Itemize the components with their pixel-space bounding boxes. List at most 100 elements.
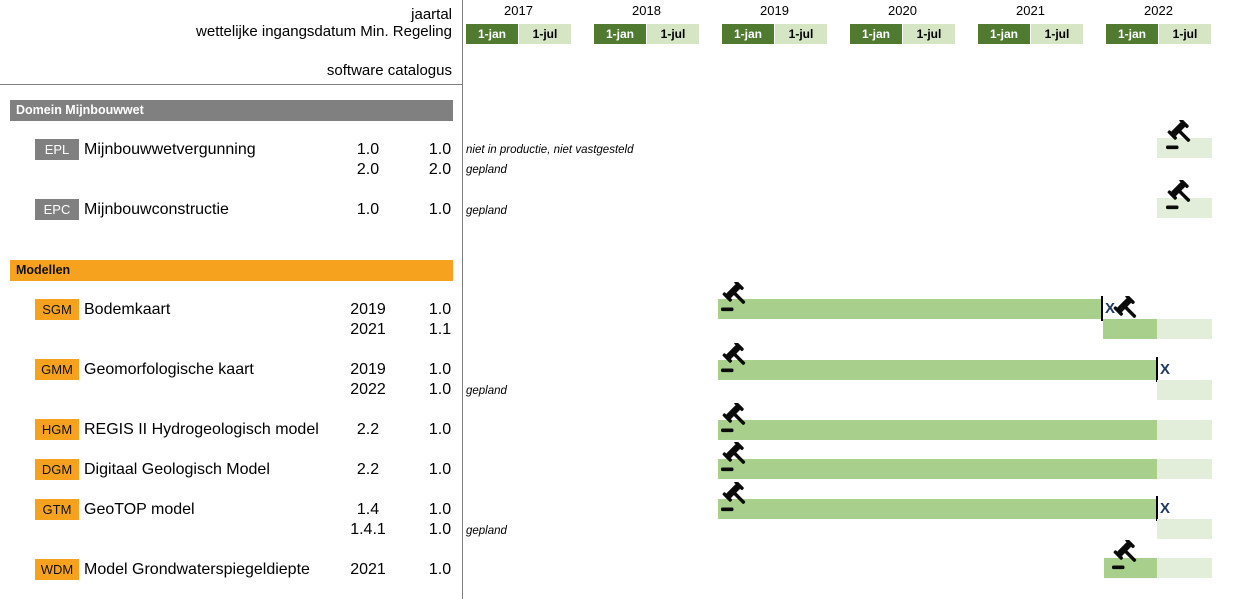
timeline-bar-gtm-v2-planned xyxy=(1157,519,1212,539)
header-jaartal-label: jaartal xyxy=(411,6,452,23)
row-label-wdm: Model Grondwaterspiegeldiepte xyxy=(84,561,310,578)
version-cell: 1.0 xyxy=(428,421,452,438)
timeline-bar-gmm-v2-planned xyxy=(1157,380,1212,400)
gavel-icon xyxy=(1110,540,1144,571)
row-label-sgm: Bodemkaart xyxy=(84,301,171,318)
year-label: 2018 xyxy=(632,3,661,18)
gavel-icon xyxy=(719,403,753,434)
version-cell: 1.0 xyxy=(428,301,452,318)
status-note: gepland xyxy=(466,525,507,537)
row-label-epl: Mijnbouwwetvergunning xyxy=(84,141,256,158)
version-cell: 2019 xyxy=(350,301,386,318)
year-group-2017: 2017 1-jan 1-jul xyxy=(466,0,571,46)
row-code-dgm: DGM xyxy=(35,459,79,480)
vertical-divider xyxy=(462,0,463,599)
year-group-2020: 2020 1-jan 1-jul xyxy=(850,0,955,46)
year-group-2022: 2022 1-jan 1-jul xyxy=(1106,0,1211,46)
timeline-bar-epl-planned xyxy=(1157,138,1212,158)
header-regeling-label: wettelijke ingangsdatum Min. Regeling xyxy=(196,23,452,40)
version-cell: 1.0 xyxy=(428,201,452,218)
version-cell: 1.0 xyxy=(428,141,452,158)
halfyear-cell-jul: 1-jul xyxy=(1159,24,1211,44)
row-label-hgm: REGIS II Hydrogeologisch model xyxy=(84,421,319,438)
gavel-icon xyxy=(1164,180,1198,211)
halfyear-cell-jan: 1-jan xyxy=(978,24,1030,44)
version-cell: 1.0 xyxy=(428,381,452,398)
halfyear-cell-jul: 1-jul xyxy=(903,24,955,44)
version-cell: 1.1 xyxy=(428,321,452,338)
end-marker-x: X xyxy=(1160,361,1171,378)
status-note: gepland xyxy=(466,385,507,397)
year-label: 2019 xyxy=(760,3,789,18)
gavel-icon xyxy=(719,482,753,513)
version-cell: 2.0 xyxy=(428,161,452,178)
status-note: gepland xyxy=(466,164,507,176)
section-header-mijnbouwwet: Domein Mijnbouwwet xyxy=(10,100,453,121)
year-group-2019: 2019 1-jan 1-jul xyxy=(722,0,827,46)
gavel-icon xyxy=(719,282,753,313)
row-label-gmm: Geomorfologische kaart xyxy=(84,361,254,378)
row-code-gtm: GTM xyxy=(35,499,79,520)
timeline-bar-gmm-v1 xyxy=(718,360,1157,380)
year-group-2018: 2018 1-jan 1-jul xyxy=(594,0,699,46)
row-label-epc: Mijnbouwconstructie xyxy=(84,201,229,218)
row-code-epl: EPL xyxy=(35,139,79,160)
halfyear-cell-jul: 1-jul xyxy=(647,24,699,44)
version-cell: 1.0 xyxy=(428,361,452,378)
version-cell: 1.0 xyxy=(428,521,452,538)
row-code-sgm: SGM xyxy=(35,299,79,320)
halfyear-cell-jul: 1-jul xyxy=(775,24,827,44)
end-marker-x: X xyxy=(1160,500,1171,517)
halfyear-cell-jan: 1-jan xyxy=(722,24,774,44)
gavel-icon xyxy=(1164,120,1198,151)
version-cell: 2.2 xyxy=(356,461,380,478)
gavel-icon xyxy=(719,442,753,473)
version-cell: 1.4 xyxy=(356,501,380,518)
section-header-modellen: Modellen xyxy=(10,260,453,281)
year-label: 2020 xyxy=(888,3,917,18)
header-catalogus-label: software catalogus xyxy=(326,62,452,79)
version-cell: 2021 xyxy=(350,321,386,338)
row-code-wdm: WDM xyxy=(35,559,79,580)
year-group-2021: 2021 1-jan 1-jul xyxy=(978,0,1083,46)
bar-end-line xyxy=(1156,496,1158,521)
halfyear-cell-jul: 1-jul xyxy=(1031,24,1083,44)
version-cell: 1.0 xyxy=(428,501,452,518)
status-note: niet in productie, niet vastgesteld xyxy=(466,144,634,156)
end-marker-x: X xyxy=(1105,300,1116,317)
gavel-icon xyxy=(719,343,753,374)
bar-end-line xyxy=(1156,357,1158,382)
year-label: 2021 xyxy=(1016,3,1045,18)
horizontal-divider xyxy=(0,84,463,85)
year-label: 2022 xyxy=(1144,3,1173,18)
row-label-dgm: Digitaal Geologisch Model xyxy=(84,461,270,478)
halfyear-cell-jan: 1-jan xyxy=(466,24,518,44)
halfyear-cell-jan: 1-jan xyxy=(1106,24,1158,44)
row-label-gtm: GeoTOP model xyxy=(84,501,195,518)
timeline-bar-epc-planned xyxy=(1157,198,1212,218)
version-cell: 1.0 xyxy=(356,141,380,158)
row-code-epc: EPC xyxy=(35,199,79,220)
timeline-bar-hgm-active xyxy=(718,420,1157,440)
timeline-bar-sgm-v2-planned xyxy=(1157,319,1212,339)
version-cell: 2021 xyxy=(350,561,386,578)
timeline-bar-wdm-active xyxy=(1104,558,1157,578)
timeline-bar-sgm-v1 xyxy=(718,299,1102,319)
version-cell: 2.0 xyxy=(356,161,380,178)
timeline-bar-sgm-v2-active xyxy=(1103,319,1157,339)
year-label: 2017 xyxy=(504,3,533,18)
version-cell: 1.0 xyxy=(428,461,452,478)
version-cell: 1.0 xyxy=(356,201,380,218)
halfyear-cell-jan: 1-jan xyxy=(850,24,902,44)
version-cell: 2022 xyxy=(350,381,386,398)
timeline-bar-dgm-active xyxy=(718,459,1157,479)
bar-end-line xyxy=(1101,296,1103,321)
row-code-hgm: HGM xyxy=(35,419,79,440)
status-note: gepland xyxy=(466,205,507,217)
row-code-gmm: GMM xyxy=(35,359,79,380)
version-cell: 1.4.1 xyxy=(350,521,386,538)
timeline-bar-gtm-v1 xyxy=(718,499,1157,519)
halfyear-cell-jan: 1-jan xyxy=(594,24,646,44)
timeline-bar-dgm-planned xyxy=(1157,459,1212,479)
